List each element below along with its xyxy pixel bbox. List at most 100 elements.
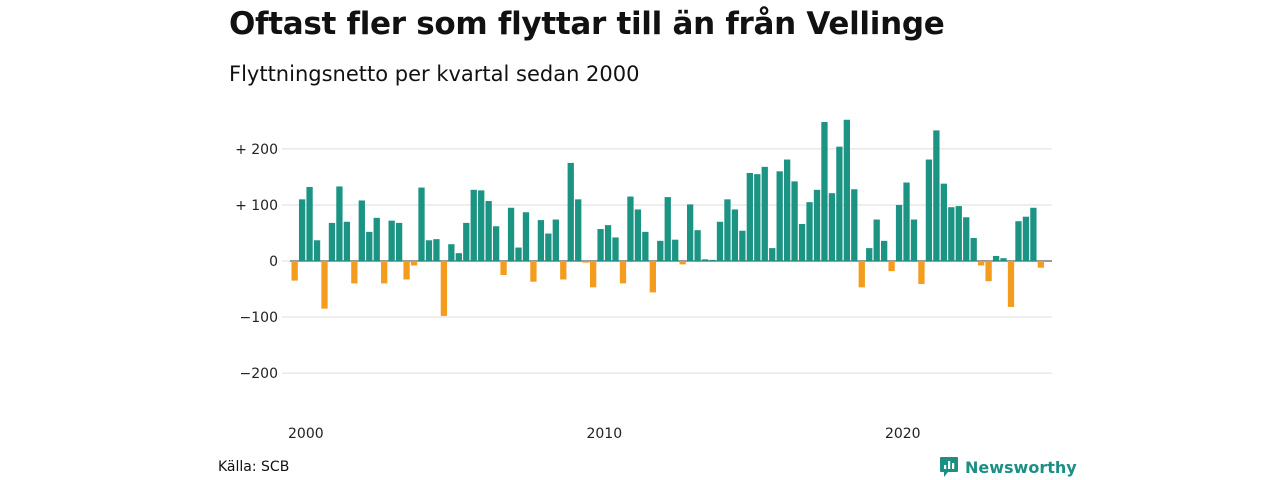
bar	[895, 204, 903, 261]
bar	[813, 189, 821, 261]
bar	[500, 261, 507, 276]
bar	[866, 248, 873, 261]
bar	[537, 220, 545, 261]
bar	[373, 217, 380, 261]
x-tick-label: 2020	[885, 426, 921, 442]
bar	[321, 261, 328, 309]
bar	[328, 222, 336, 261]
bar	[627, 196, 634, 261]
x-tick-label: 2000	[288, 426, 324, 442]
bar	[731, 209, 739, 261]
bar	[828, 193, 836, 261]
bar	[433, 239, 440, 261]
bar	[478, 190, 485, 261]
bar	[910, 219, 918, 261]
bar	[604, 225, 612, 261]
bar	[336, 186, 343, 261]
brand-name: Newsworthy	[965, 457, 1077, 477]
bar	[925, 159, 933, 261]
bar	[470, 189, 477, 261]
y-tick-label: + 100	[235, 198, 278, 214]
bar	[992, 255, 1000, 261]
bar	[589, 261, 597, 288]
bar	[918, 261, 925, 284]
bar	[492, 226, 500, 261]
bar	[395, 222, 403, 261]
bar	[1015, 221, 1022, 261]
bar	[455, 253, 462, 261]
brand-logo[interactable]: Newsworthy	[939, 456, 1077, 478]
bar	[970, 238, 977, 261]
bar	[948, 207, 955, 261]
bar	[783, 159, 791, 261]
bar	[963, 217, 970, 261]
bar	[612, 237, 619, 261]
bar	[306, 187, 313, 261]
chart-subtitle: Flyttningsnetto per kvartal sedan 2000	[229, 62, 640, 86]
bar	[575, 199, 582, 261]
bar-chart-speech-bubble-icon	[940, 457, 958, 477]
bar	[366, 231, 373, 261]
bar	[1030, 207, 1037, 261]
bar	[515, 247, 522, 261]
bar	[672, 239, 679, 261]
bar	[694, 230, 701, 261]
bar	[1037, 261, 1044, 268]
bar	[1022, 216, 1030, 261]
bar	[739, 230, 746, 261]
bar	[776, 171, 783, 261]
bar	[791, 181, 798, 261]
bar	[418, 187, 425, 261]
bar	[351, 261, 358, 284]
bar	[657, 240, 664, 261]
bar	[552, 219, 559, 261]
bar	[425, 240, 433, 261]
bar	[985, 261, 992, 282]
bar	[686, 204, 694, 261]
bar	[448, 244, 455, 261]
bar	[798, 224, 806, 261]
bar	[978, 261, 985, 266]
y-tick-label: 0	[269, 254, 278, 270]
bars	[291, 119, 1044, 316]
bar	[709, 259, 716, 261]
bar	[388, 220, 395, 261]
bar	[679, 261, 686, 265]
bar	[410, 261, 418, 266]
bar	[664, 197, 671, 261]
bar	[291, 261, 298, 281]
bar	[507, 207, 515, 261]
bar	[463, 222, 470, 261]
bar	[836, 146, 843, 261]
bar	[567, 162, 574, 261]
bar	[955, 206, 962, 261]
bar	[716, 221, 724, 261]
bar	[851, 189, 858, 261]
y-tick-label: −200	[240, 366, 278, 382]
bar	[343, 221, 351, 261]
bar	[724, 199, 731, 261]
bar	[761, 166, 768, 261]
bar	[746, 173, 753, 261]
bar	[313, 240, 321, 261]
bar	[701, 259, 709, 261]
source-label: Källa: SCB	[218, 459, 290, 475]
bar	[582, 261, 589, 263]
bar	[806, 202, 813, 261]
x-tick-label: 2010	[586, 426, 622, 442]
bar	[440, 261, 448, 316]
bar	[843, 119, 850, 261]
bar	[873, 219, 880, 261]
bar	[403, 261, 410, 280]
chart-title: Oftast fler som flyttar till än från Vel…	[229, 6, 945, 42]
bar	[888, 261, 895, 272]
bar	[381, 261, 388, 284]
bar	[298, 199, 306, 261]
bar	[642, 231, 649, 261]
y-tick-label: + 200	[235, 142, 278, 158]
bar	[1000, 258, 1007, 261]
bar	[597, 229, 604, 261]
bar	[940, 183, 947, 261]
bar	[634, 209, 642, 261]
